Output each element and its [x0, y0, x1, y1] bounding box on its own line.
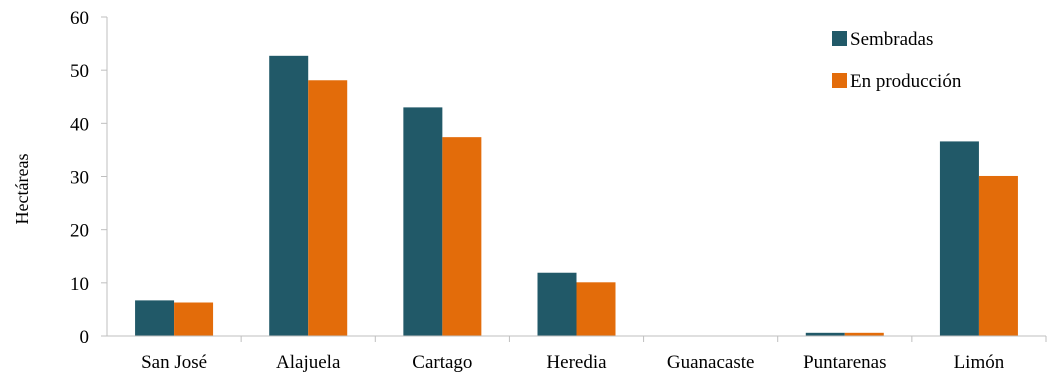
legend: Sembradas En producción	[832, 29, 962, 92]
y-tick-label: 10	[70, 274, 89, 295]
bar-en-produccion	[576, 282, 616, 336]
bar-sembradas	[269, 55, 309, 336]
y-axis-ticks: 0 10 20 30 40 50 60	[70, 8, 107, 348]
x-tick-label: Limón	[954, 352, 1005, 373]
x-tick-label: Guanacaste	[667, 352, 755, 373]
x-tick-label: Alajuela	[276, 352, 341, 373]
legend-label: Sembradas	[850, 29, 933, 50]
x-tick-label: Heredia	[546, 352, 607, 373]
y-tick-label: 40	[70, 114, 89, 135]
bar-sembradas	[135, 300, 175, 336]
bar-en-produccion	[308, 80, 348, 336]
bars	[135, 55, 1018, 336]
y-tick-label: 20	[70, 221, 89, 242]
bar-en-produccion	[174, 302, 214, 336]
bar-en-produccion	[844, 332, 884, 336]
legend-swatch	[832, 73, 847, 88]
bar-en-produccion	[978, 175, 1018, 336]
y-axis-title: Hectáreas	[12, 154, 32, 225]
x-tick-label: Cartago	[412, 352, 472, 373]
bar-sembradas	[805, 332, 845, 336]
bar-sembradas	[403, 107, 443, 336]
x-tick-label: Puntarenas	[803, 352, 886, 373]
legend-swatch	[832, 31, 847, 46]
y-tick-label: 30	[70, 168, 89, 189]
legend-label: En producción	[850, 71, 962, 92]
y-tick-label: 0	[80, 327, 90, 348]
y-tick-label: 50	[70, 61, 89, 82]
bar-sembradas	[939, 141, 979, 336]
x-axis-labels: San José Alajuela Cartago Heredia Guanacaste…	[141, 336, 1047, 373]
y-tick-label: 60	[70, 8, 89, 29]
bar-en-produccion	[442, 137, 482, 336]
bar-sembradas	[537, 272, 577, 336]
x-tick-label: San José	[141, 352, 207, 373]
